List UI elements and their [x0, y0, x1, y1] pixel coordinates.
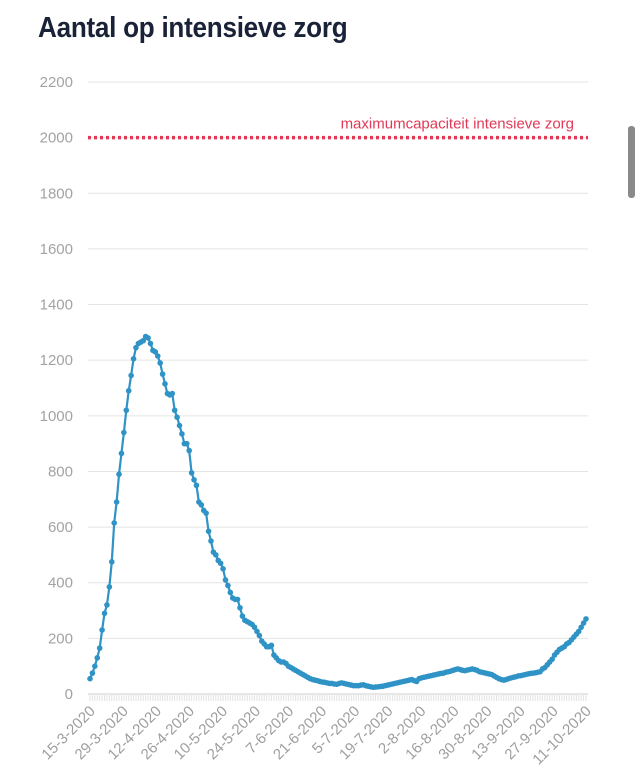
y-axis-ticks: 0 200 400 600 800 1000 1200 1400 1600 1800 2000 220… [40, 74, 73, 703]
data-point [203, 510, 209, 516]
data-point [169, 390, 176, 397]
y-tick-label: 2000 [40, 130, 73, 147]
data-point [549, 656, 555, 663]
data-point [256, 632, 263, 639]
series-points [87, 333, 589, 691]
data-point [179, 431, 185, 437]
data-point [251, 624, 258, 631]
y-tick-label: 200 [48, 630, 73, 647]
data-point [89, 670, 96, 676]
y-tick-label: 1600 [40, 241, 73, 258]
data-point [123, 407, 130, 414]
series-line [88, 335, 587, 689]
y-tick-label: 600 [48, 519, 73, 536]
data-point [205, 528, 212, 535]
data-point [92, 663, 98, 669]
data-point [580, 620, 587, 626]
data-point [254, 628, 260, 635]
data-point [116, 471, 122, 478]
data-point [239, 613, 246, 619]
data-point [159, 371, 166, 377]
data-point [174, 414, 180, 421]
y-tick-label: 2200 [40, 74, 73, 91]
data-point [94, 655, 101, 661]
data-point [157, 360, 163, 366]
data-point [118, 450, 125, 457]
data-point [193, 482, 200, 489]
data-point [111, 520, 117, 526]
data-point [213, 552, 219, 558]
data-point [222, 577, 229, 583]
data-point [99, 627, 105, 633]
data-point [96, 645, 103, 651]
data-point [176, 422, 183, 429]
y-tick-label: 1400 [40, 297, 73, 314]
data-point [237, 604, 243, 611]
x-axis-ticks: 15-3-202029-3-202012-4-202026-4-202010-5… [38, 703, 594, 768]
data-point [87, 675, 93, 682]
data-point [225, 582, 231, 589]
data-point [191, 477, 197, 483]
data-point [198, 502, 205, 508]
data-point [188, 470, 195, 476]
data-point [147, 340, 154, 347]
y-tick-label: 800 [48, 463, 73, 480]
data-point [171, 407, 178, 414]
data-point [104, 602, 110, 608]
data-point [162, 381, 168, 387]
y-tick-label: 0 [65, 686, 73, 703]
scrollbar-thumb[interactable] [628, 126, 635, 198]
data-point [583, 616, 589, 622]
y-tick-label: 1000 [40, 408, 73, 425]
data-point [108, 559, 115, 565]
grid-lines [88, 81, 588, 639]
x-axis [88, 693, 588, 701]
data-point [130, 355, 137, 362]
chart-title: Aantal op intensieve zorg [38, 12, 348, 44]
data-point [578, 624, 584, 631]
data-point [186, 447, 192, 454]
data-point [227, 589, 234, 596]
data-point [152, 349, 159, 355]
y-tick-label: 1200 [40, 352, 73, 369]
data-point [106, 584, 113, 590]
data-point [234, 596, 241, 603]
data-point [183, 440, 190, 447]
data-point [217, 560, 224, 567]
data-point [133, 344, 139, 351]
data-point [125, 387, 132, 394]
data-point [121, 429, 127, 436]
data-point [101, 610, 108, 617]
data-point [220, 566, 226, 572]
data-point [140, 337, 147, 344]
y-tick-label: 400 [48, 575, 73, 592]
y-tick-label: 1800 [40, 185, 73, 202]
capacity-reference-label: maximumcapaciteit intensieve zorg [341, 116, 574, 133]
data-point [128, 372, 134, 379]
data-point [575, 628, 582, 635]
data-point [268, 642, 275, 649]
data-point [154, 353, 161, 359]
data-point [113, 499, 120, 505]
data-point [208, 538, 214, 544]
data-point [145, 335, 151, 341]
